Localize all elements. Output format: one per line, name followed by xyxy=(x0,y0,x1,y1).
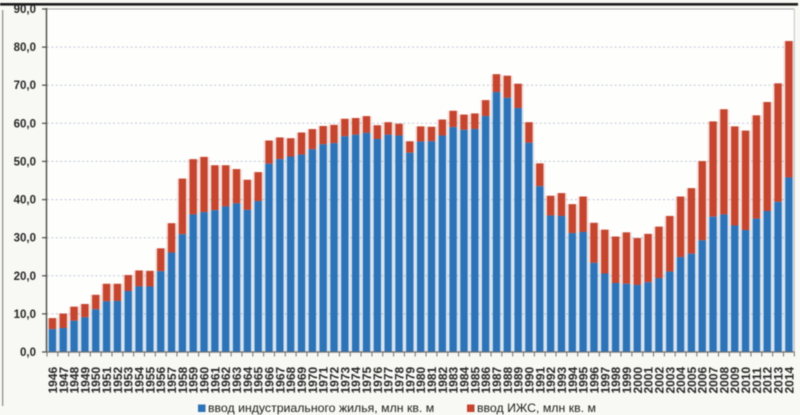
svg-text:80,0: 80,0 xyxy=(14,42,36,54)
svg-text:1949: 1949 xyxy=(78,366,92,393)
svg-text:1970: 1970 xyxy=(306,366,320,393)
svg-text:1996: 1996 xyxy=(587,366,601,393)
svg-text:1991: 1991 xyxy=(533,366,547,393)
svg-text:1973: 1973 xyxy=(338,366,352,393)
svg-text:ввод ИЖС, млн кв. м: ввод ИЖС, млн кв. м xyxy=(477,401,596,415)
svg-text:1979: 1979 xyxy=(403,366,417,393)
svg-text:2002: 2002 xyxy=(652,366,666,393)
svg-text:60,0: 60,0 xyxy=(14,118,36,130)
svg-text:1967: 1967 xyxy=(273,366,287,393)
svg-text:1989: 1989 xyxy=(512,366,526,393)
svg-text:40,0: 40,0 xyxy=(14,195,36,207)
svg-text:1969: 1969 xyxy=(295,366,309,393)
svg-text:1968: 1968 xyxy=(284,366,298,393)
svg-text:30,0: 30,0 xyxy=(14,233,36,245)
svg-text:1965: 1965 xyxy=(252,366,266,393)
svg-text:2007: 2007 xyxy=(707,366,721,393)
svg-text:2001: 2001 xyxy=(642,366,656,393)
svg-text:2010: 2010 xyxy=(739,366,753,393)
svg-text:2000: 2000 xyxy=(631,366,645,393)
svg-text:1953: 1953 xyxy=(122,366,136,393)
svg-text:2005: 2005 xyxy=(685,366,699,393)
svg-text:1982: 1982 xyxy=(436,366,450,393)
svg-text:2009: 2009 xyxy=(728,366,742,393)
svg-text:2011: 2011 xyxy=(750,367,764,393)
svg-text:2003: 2003 xyxy=(663,366,677,393)
svg-text:1954: 1954 xyxy=(133,366,147,393)
svg-text:1975: 1975 xyxy=(360,366,374,393)
svg-text:1984: 1984 xyxy=(457,366,471,393)
svg-text:1955: 1955 xyxy=(143,366,157,393)
svg-text:90,0: 90,0 xyxy=(14,4,36,16)
svg-text:1952: 1952 xyxy=(111,366,125,393)
svg-text:1977: 1977 xyxy=(382,366,396,393)
svg-text:2014: 2014 xyxy=(782,366,796,393)
svg-text:10,0: 10,0 xyxy=(14,309,36,321)
svg-text:1957: 1957 xyxy=(165,366,179,393)
svg-text:1988: 1988 xyxy=(501,366,515,393)
svg-text:2006: 2006 xyxy=(696,366,710,393)
svg-text:1972: 1972 xyxy=(328,366,342,393)
svg-text:1958: 1958 xyxy=(176,366,190,393)
svg-text:1950: 1950 xyxy=(89,366,103,393)
svg-text:1985: 1985 xyxy=(468,366,482,393)
svg-text:1971: 1971 xyxy=(317,366,331,393)
svg-text:1951: 1951 xyxy=(100,366,114,393)
svg-text:1978: 1978 xyxy=(392,366,406,393)
svg-text:1948: 1948 xyxy=(68,366,82,393)
svg-text:1980: 1980 xyxy=(414,366,428,393)
svg-text:1994: 1994 xyxy=(566,366,580,393)
svg-text:1946: 1946 xyxy=(46,366,60,393)
svg-text:1947: 1947 xyxy=(57,366,71,393)
svg-text:1966: 1966 xyxy=(263,366,277,393)
svg-text:1986: 1986 xyxy=(479,366,493,393)
svg-text:1964: 1964 xyxy=(241,366,255,393)
svg-text:0,0: 0,0 xyxy=(20,347,36,359)
svg-text:1961: 1961 xyxy=(208,366,222,393)
svg-text:50,0: 50,0 xyxy=(14,156,36,168)
svg-text:1990: 1990 xyxy=(522,366,536,393)
svg-text:2004: 2004 xyxy=(674,366,688,393)
svg-text:1974: 1974 xyxy=(349,366,363,393)
svg-text:1995: 1995 xyxy=(577,366,591,393)
svg-text:1963: 1963 xyxy=(230,366,244,393)
svg-text:1997: 1997 xyxy=(598,366,612,393)
svg-text:1959: 1959 xyxy=(187,366,201,393)
svg-text:ввод индустриального жилья, мл: ввод индустриального жилья, млн кв. м xyxy=(208,401,434,415)
svg-text:1993: 1993 xyxy=(555,366,569,393)
svg-text:1987: 1987 xyxy=(490,366,504,393)
svg-text:2012: 2012 xyxy=(761,366,775,393)
svg-text:70,0: 70,0 xyxy=(14,80,36,92)
svg-text:2008: 2008 xyxy=(717,366,731,393)
svg-text:1960: 1960 xyxy=(198,366,212,393)
svg-text:1956: 1956 xyxy=(154,366,168,393)
svg-text:1992: 1992 xyxy=(544,366,558,393)
svg-text:2013: 2013 xyxy=(772,366,786,393)
svg-text:1983: 1983 xyxy=(447,366,461,393)
svg-text:1962: 1962 xyxy=(219,366,233,393)
svg-text:1976: 1976 xyxy=(371,366,385,393)
svg-text:1981: 1981 xyxy=(425,366,439,393)
svg-text:1998: 1998 xyxy=(609,366,623,393)
svg-text:20,0: 20,0 xyxy=(14,271,36,283)
svg-text:1999: 1999 xyxy=(620,366,634,393)
